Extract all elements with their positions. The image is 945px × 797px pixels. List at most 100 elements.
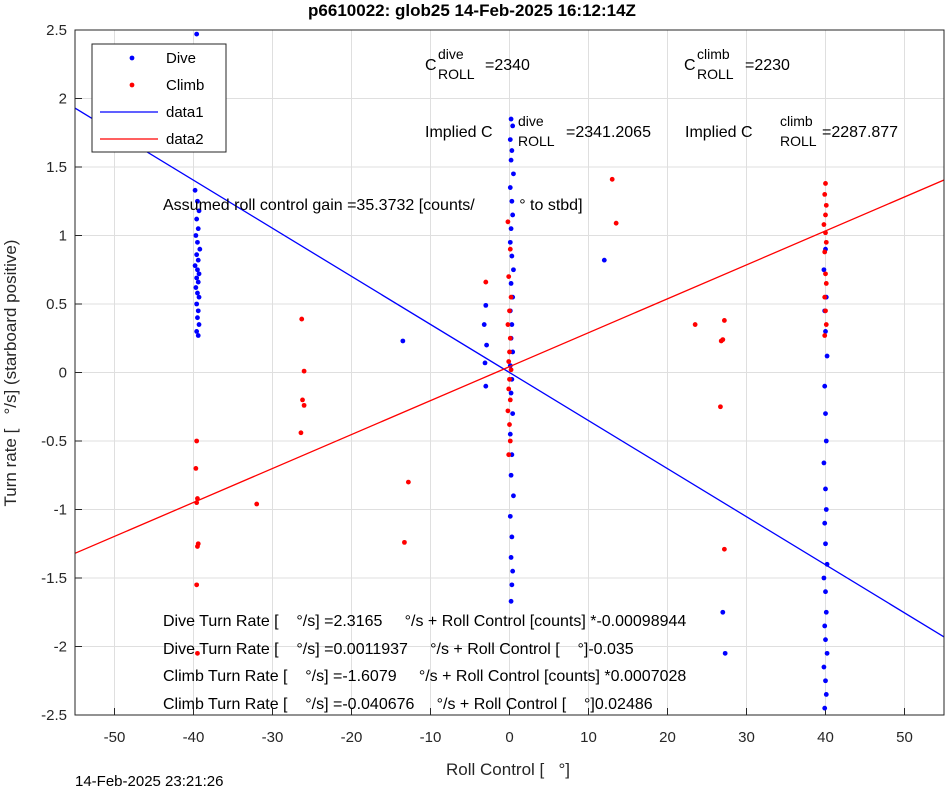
annotation-sup: climb	[780, 113, 813, 129]
data-point	[823, 411, 828, 416]
data-point	[823, 212, 828, 218]
data-point	[613, 220, 619, 226]
data-point	[511, 171, 516, 177]
data-point	[508, 390, 514, 396]
annotation-sub: ROLL	[438, 66, 475, 82]
data-point	[509, 253, 515, 259]
data-point	[507, 335, 513, 341]
data-point	[505, 408, 511, 414]
data-point	[482, 360, 488, 366]
data-point	[823, 541, 828, 547]
data-point	[193, 233, 199, 238]
data-point	[195, 333, 201, 338]
legend-swatch	[129, 82, 135, 88]
x-tick-label: -40	[183, 729, 205, 746]
x-tick-label: 10	[580, 729, 597, 746]
data-point	[822, 294, 828, 300]
data-point	[720, 337, 726, 343]
data-point	[195, 226, 201, 232]
x-axis-label: Roll Control [ °]	[446, 760, 570, 779]
annotation-note: Assumed roll control gain =35.3732 [coun…	[163, 197, 583, 214]
data-point	[193, 466, 199, 471]
annotation-note: Dive Turn Rate [ °/s] =2.3165 °/s + Roll…	[163, 613, 686, 630]
data-point	[507, 239, 513, 245]
data-point	[508, 472, 514, 478]
data-point	[508, 116, 514, 122]
data-point	[822, 249, 828, 255]
data-point	[507, 397, 513, 403]
data-point	[194, 301, 200, 307]
data-point	[823, 438, 829, 444]
fit-line	[75, 107, 945, 638]
data-point	[400, 338, 406, 344]
data-point	[822, 333, 828, 338]
chart-title: p6610022: glob25 14-Feb-2025 16:12:14Z	[308, 1, 636, 20]
y-tick-label: 0.5	[46, 296, 67, 313]
data-point	[194, 275, 200, 281]
data-point	[195, 308, 201, 314]
data-point	[507, 431, 513, 437]
y-tick-label: -2.5	[41, 707, 67, 724]
y-tick-label: 0	[59, 365, 67, 382]
data-point	[196, 322, 202, 327]
data-point	[194, 252, 200, 258]
data-point	[507, 308, 512, 314]
x-tick-label: -20	[341, 729, 363, 746]
annotation-sub: ROLL	[518, 133, 555, 149]
data-point	[507, 376, 512, 382]
data-point	[508, 157, 514, 163]
annotation-sub: ROLL	[697, 66, 734, 82]
data-point	[194, 582, 200, 588]
fit-line	[75, 179, 945, 554]
x-tick-label: -30	[262, 729, 284, 746]
data-point	[823, 239, 829, 245]
y-tick-label: -1.5	[41, 570, 67, 587]
annotation-sup: dive	[438, 46, 464, 62]
data-point	[483, 279, 489, 285]
data-point	[823, 486, 828, 492]
annotation-note: Dive Turn Rate [ °/s] =0.0011937 °/s + R…	[163, 641, 634, 658]
data-point	[510, 568, 516, 574]
data-point	[822, 520, 828, 526]
data-point	[197, 246, 203, 252]
data-point	[509, 198, 515, 204]
data-point	[192, 263, 198, 269]
data-point	[507, 438, 513, 444]
data-point	[507, 246, 513, 252]
y-axis-label: Turn rate [ °/s] (starboard positive)	[1, 240, 20, 507]
data-point	[509, 582, 515, 588]
data-point	[823, 322, 829, 327]
data-point	[511, 493, 516, 499]
data-point	[505, 219, 511, 225]
data-point	[194, 31, 200, 37]
data-point	[718, 404, 723, 410]
data-point	[821, 575, 827, 581]
y-tick-label: -1	[54, 502, 67, 519]
data-point	[301, 402, 307, 408]
data-point	[301, 368, 307, 374]
annotation-text: Implied C	[425, 124, 493, 141]
data-point	[196, 208, 202, 214]
annotation-sup: climb	[697, 46, 730, 62]
data-point	[508, 555, 514, 560]
data-point	[483, 302, 489, 308]
data-point	[692, 322, 698, 327]
annotation-note: Climb Turn Rate [ °/s] =-1.6079 °/s + Ro…	[163, 668, 686, 685]
data-point	[823, 271, 828, 277]
data-point	[824, 353, 830, 359]
data-point	[823, 589, 828, 595]
data-point	[508, 226, 514, 232]
data-point	[507, 185, 513, 190]
data-point	[510, 411, 516, 416]
data-point	[822, 192, 828, 197]
data-point	[505, 322, 511, 327]
data-point	[300, 397, 305, 403]
data-point	[822, 623, 828, 629]
data-point	[823, 181, 828, 186]
data-point	[481, 322, 487, 327]
data-point	[821, 222, 827, 227]
data-point	[609, 176, 615, 182]
data-point	[506, 274, 512, 279]
data-point	[823, 692, 829, 697]
legend-label: data1	[166, 104, 204, 121]
